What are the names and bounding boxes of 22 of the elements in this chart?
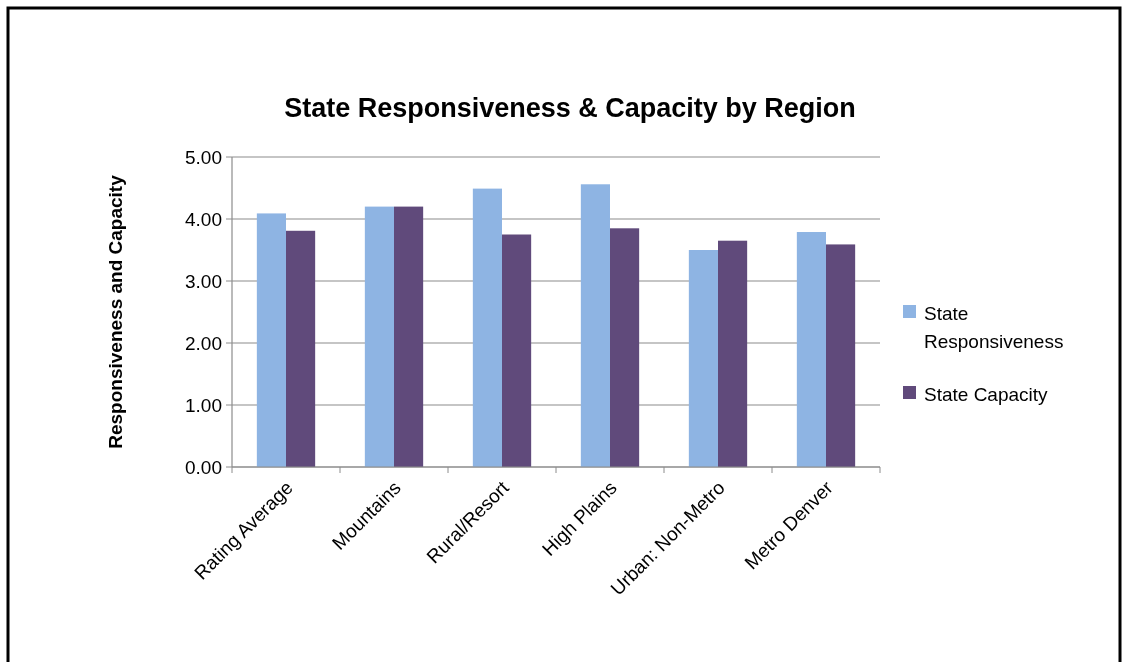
y-tick-label: 5.00 — [185, 146, 222, 168]
bar — [580, 184, 610, 467]
bar — [472, 188, 502, 467]
y-axis-title: Responsiveness and Capacity — [105, 174, 126, 449]
y-tick-label: 4.00 — [185, 208, 222, 230]
legend-label: State Responsiveness — [924, 302, 1064, 353]
legend-label: State Capacity — [924, 383, 1049, 405]
bar — [610, 228, 640, 467]
y-tick-label: 3.00 — [185, 270, 222, 292]
bar — [394, 206, 424, 467]
y-tick-label: 0.00 — [185, 456, 222, 478]
bar — [796, 232, 826, 467]
bar — [826, 244, 856, 467]
bar — [688, 250, 718, 467]
y-tick-label: 1.00 — [185, 394, 222, 416]
bar — [286, 230, 316, 467]
chart-title: State Responsiveness & Capacity by Region — [284, 93, 856, 123]
bar — [364, 206, 394, 467]
bar — [502, 234, 532, 467]
bar — [718, 240, 748, 467]
y-tick-label: 2.00 — [185, 332, 222, 354]
bar — [256, 213, 286, 467]
